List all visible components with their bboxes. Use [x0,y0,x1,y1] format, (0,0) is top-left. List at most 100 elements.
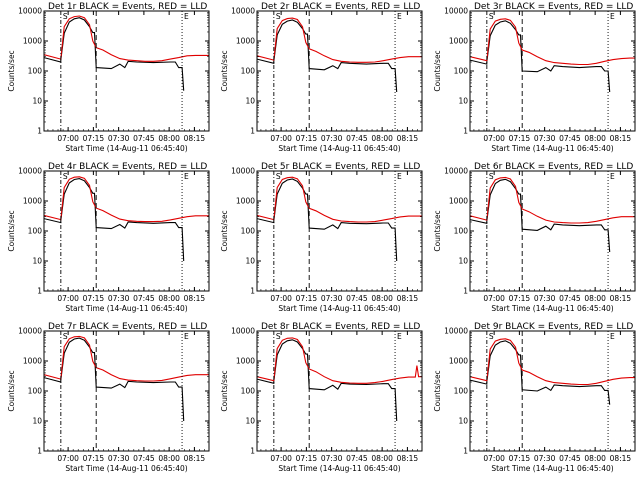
x-axis-label: Start Time (14-Aug-11 06:45:40) [491,464,613,473]
chart-title: Det 3r BLACK = Events, RED = LLD [474,2,633,12]
chart-title: Det 7r BLACK = Events, RED = LLD [48,322,207,332]
x-tick-label: 08:15 [184,454,206,463]
start-marker-label: S [489,12,494,21]
x-tick-label: 07:15 [509,294,531,303]
events-series-line [257,19,398,93]
y-tick-label: 10 [458,97,468,106]
y-tick-label: 100 [454,67,469,76]
end-marker-label: E [184,12,189,21]
x-tick-label: 07:15 [83,454,105,463]
end-marker-label: E [184,172,189,181]
y-tick-label: 1 [37,447,42,456]
x-tick-label: 07:45 [346,454,368,463]
x-tick-label: 07:00 [270,134,292,143]
lld-series-line [257,176,422,223]
start-marker-label: S [489,332,494,341]
x-tick-label: 07:45 [133,134,155,143]
y-axis-label: Counts/sec [220,210,229,251]
x-tick-label: 07:45 [133,454,155,463]
x-tick-label: 07:30 [534,454,556,463]
series-group [470,18,635,93]
y-axis-label: Counts/sec [433,210,442,251]
events-series-line [470,178,611,253]
x-tick-label: 07:15 [296,454,318,463]
y-tick-label: 100 [241,227,256,236]
y-tick-label: 1000 [236,357,255,366]
x-tick-label: 07:00 [270,294,292,303]
y-tick-label: 100 [28,67,43,76]
series-group [470,338,635,405]
start-marker-label: S [63,172,68,181]
y-tick-label: 10000 [18,7,42,16]
x-axis-label: Start Time (14-Aug-11 06:45:40) [278,464,400,473]
detector-panel: Det 7r BLACK = Events, RED = LLD S E 1 10 100… [0,320,213,480]
chart-title: Det 9r BLACK = Events, RED = LLD [474,322,633,332]
x-tick-label: 07:30 [534,134,556,143]
end-marker-label: E [610,332,615,341]
x-tick-label: 07:30 [108,134,130,143]
series-group [44,335,209,422]
x-tick-label: 07:45 [346,134,368,143]
lld-series-line [470,338,635,386]
end-marker-label: E [610,172,615,181]
y-tick-label: 1 [250,287,255,296]
y-tick-label: 1000 [449,197,468,206]
y-tick-label: 1000 [23,37,42,46]
detector-panel: Det 3r BLACK = Events, RED = LLD S E 1 10 100… [426,0,639,160]
y-tick-label: 10000 [444,167,468,176]
y-tick-label: 1000 [236,197,255,206]
start-marker-label: S [276,12,281,21]
start-marker-label: S [489,172,494,181]
plot-frame [256,170,423,292]
y-tick-label: 1 [463,287,468,296]
x-tick-label: 07:30 [108,454,130,463]
events-series-line [470,340,611,405]
x-tick-label: 07:00 [483,134,505,143]
plot-frame [469,10,636,132]
plot-frame [256,10,423,132]
y-tick-label: 1 [463,447,468,456]
y-axis-label: Counts/sec [220,370,229,411]
detector-panel: Det 5r BLACK = Events, RED = LLD S E 1 10 100… [213,160,426,320]
x-tick-label: 08:15 [610,134,632,143]
y-tick-label: 1000 [236,37,255,46]
y-axis-label: Counts/sec [7,370,16,411]
y-tick-label: 10000 [444,327,468,336]
series-group [470,176,635,253]
x-tick-label: 08:00 [371,134,393,143]
lld-series-line [470,176,635,224]
start-marker-label: S [63,12,68,21]
y-tick-label: 1000 [449,37,468,46]
series-group [44,15,209,91]
x-tick-label: 07:00 [483,294,505,303]
plot-frame [43,330,210,452]
x-axis-label: Start Time (14-Aug-11 06:45:40) [278,304,400,313]
y-tick-label: 100 [28,227,43,236]
x-tick-label: 08:00 [371,454,393,463]
x-tick-label: 07:30 [108,294,130,303]
y-tick-label: 100 [241,387,256,396]
y-axis-label: Counts/sec [7,210,16,251]
x-tick-label: 07:00 [57,134,79,143]
chart-title: Det 2r BLACK = Events, RED = LLD [261,2,420,12]
y-tick-label: 1 [37,127,42,136]
detector-panel: Det 4r BLACK = Events, RED = LLD S E 1 10 100… [0,160,213,320]
series-group [257,17,422,93]
detector-panel: Det 9r BLACK = Events, RED = LLD S E 1 10 100… [426,320,639,480]
lld-series-line [257,337,422,384]
chart-title: Det 1r BLACK = Events, RED = LLD [48,2,207,12]
x-tick-label: 07:30 [534,294,556,303]
lld-series-line [470,18,635,66]
x-tick-label: 08:15 [610,294,632,303]
plot-frame [43,170,210,292]
end-marker-label: E [397,12,402,21]
x-tick-label: 08:15 [397,134,419,143]
x-tick-label: 07:15 [296,134,318,143]
